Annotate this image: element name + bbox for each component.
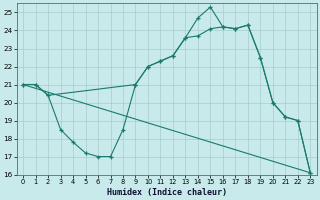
- X-axis label: Humidex (Indice chaleur): Humidex (Indice chaleur): [107, 188, 227, 197]
